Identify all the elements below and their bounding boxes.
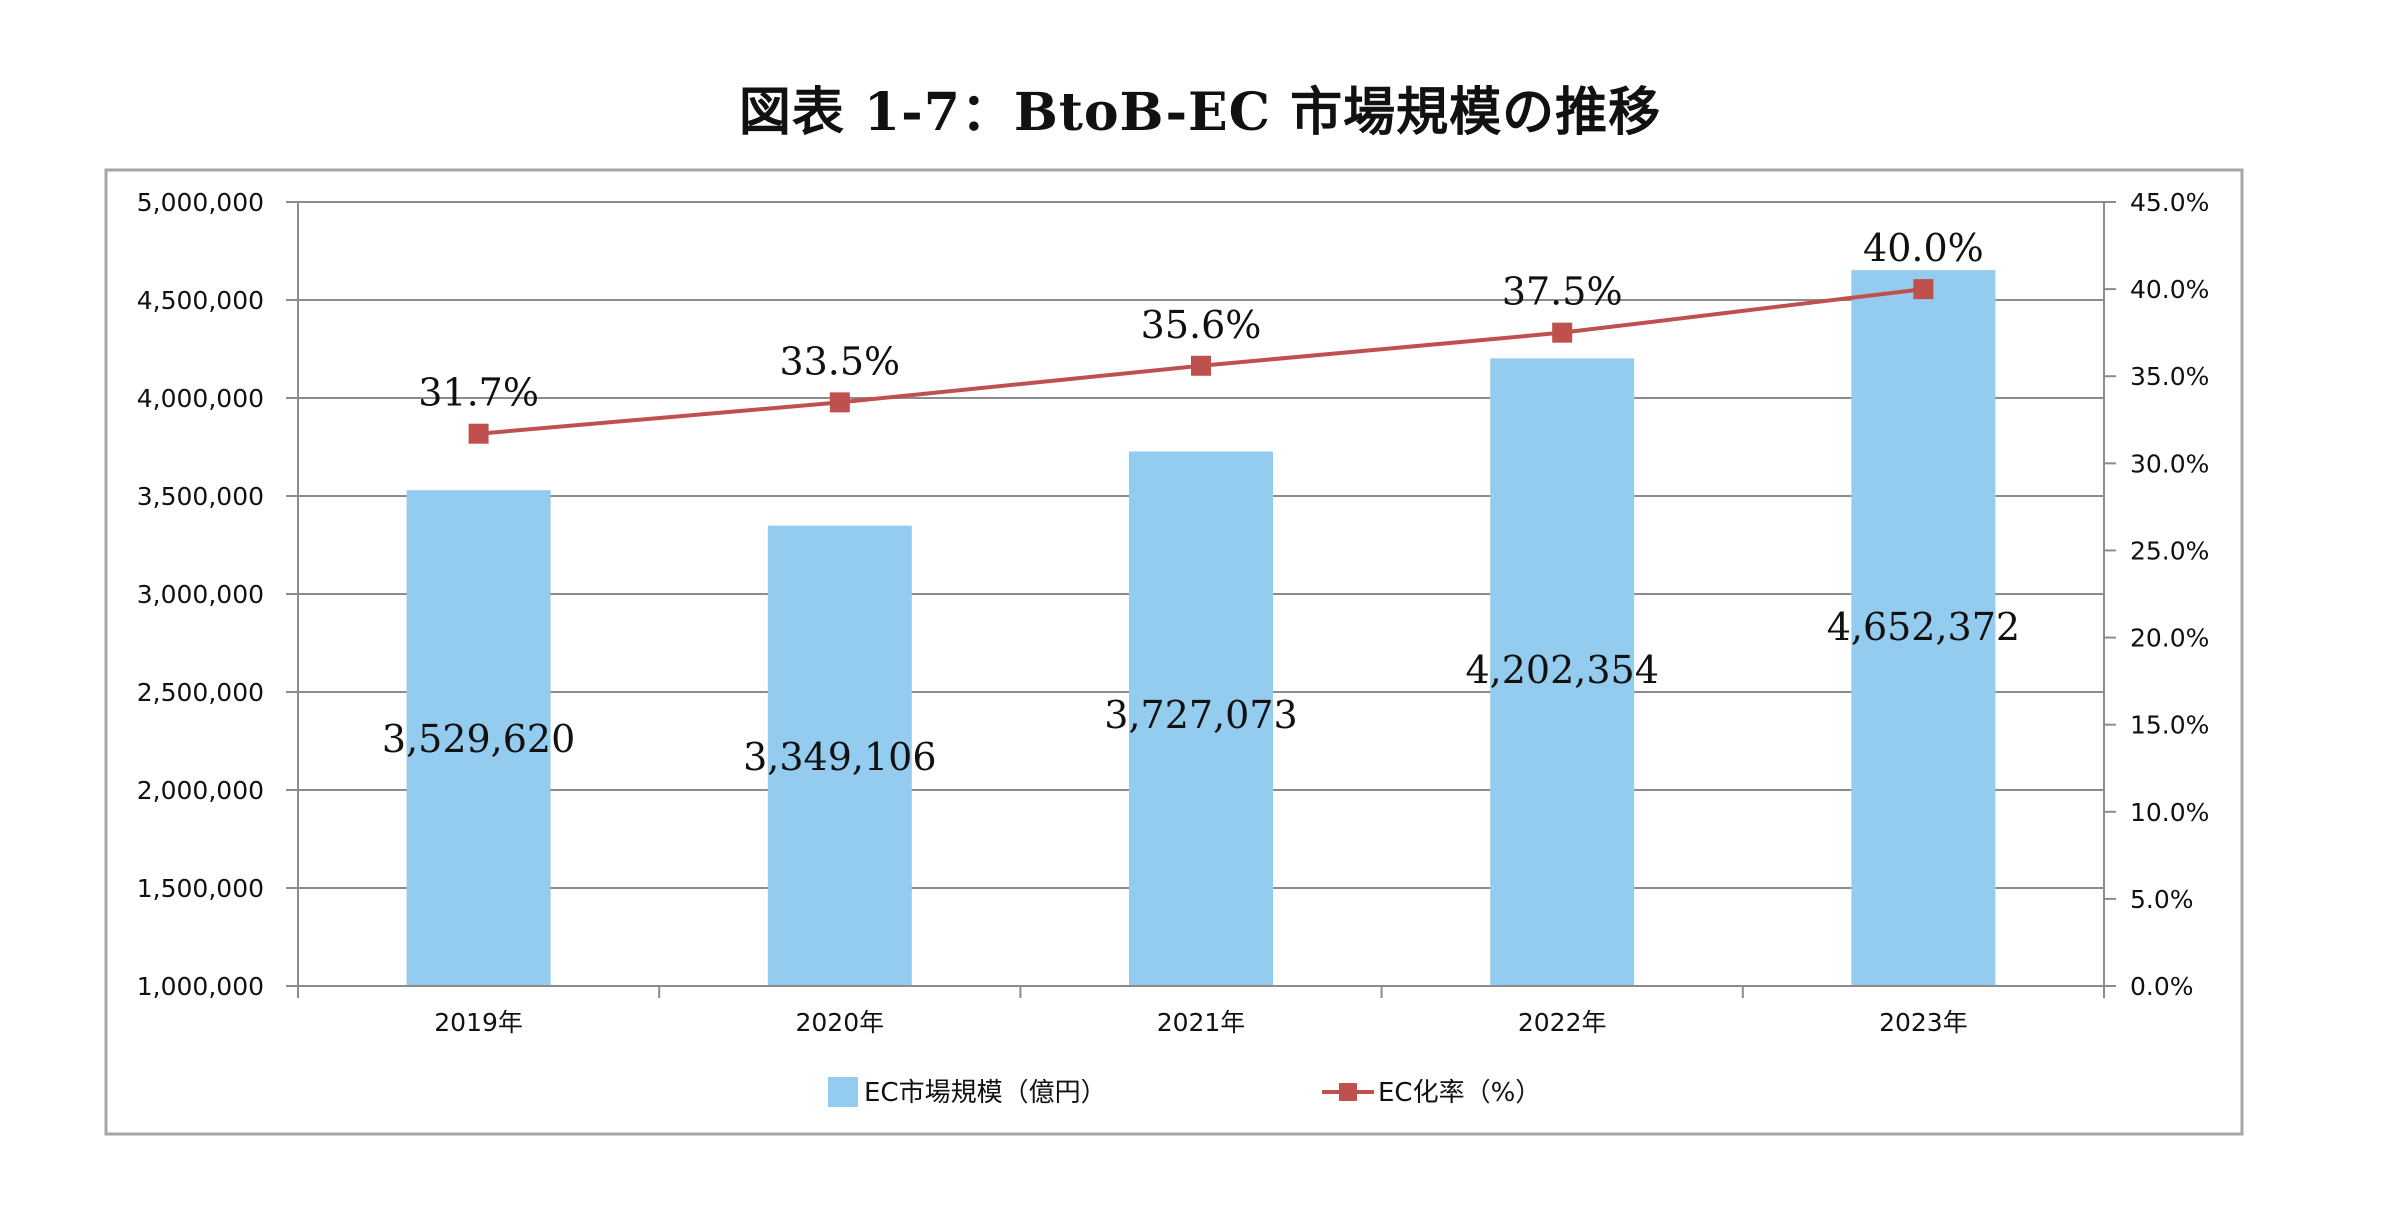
right-axis-tick-label: 15.0% bbox=[2130, 711, 2209, 740]
right-axis-tick-label: 20.0% bbox=[2130, 624, 2209, 653]
x-axis-tick-label: 2023年 bbox=[1879, 1008, 1968, 1037]
line-marker bbox=[1913, 279, 1934, 300]
legend-bar-label: EC市場規模（億円） bbox=[864, 1078, 1107, 1108]
line-data-label: 40.0% bbox=[1863, 226, 1984, 270]
x-axis-tick-label: 2021年 bbox=[1157, 1008, 1246, 1037]
bar-data-label: 3,529,620 bbox=[382, 717, 575, 761]
x-axis-tick-label: 2020年 bbox=[795, 1008, 884, 1037]
bar bbox=[1490, 358, 1635, 986]
line-marker bbox=[1191, 355, 1211, 376]
right-axis-tick-label: 35.0% bbox=[2130, 362, 2209, 391]
x-axis-tick-label: 2019年 bbox=[434, 1008, 523, 1037]
right-axis-tick-labels: 45.0% 40.0% 35.0% 30.0% 25.0% 20.0% 15.0% 10.0%… bbox=[2130, 188, 2209, 1001]
left-axis-tick-label: 1,000,000 bbox=[137, 972, 264, 1001]
left-axis-tick-labels: 5,000,000 4,500,000 4,000,000 3,500,000 3,00… bbox=[137, 188, 264, 1001]
bar bbox=[1851, 270, 1996, 986]
line-data-label: 37.5% bbox=[1502, 270, 1623, 314]
bar-data-label: 4,652,372 bbox=[1827, 605, 2020, 649]
left-axis-tick-label: 3,500,000 bbox=[137, 482, 264, 511]
bar-data-label: 4,202,354 bbox=[1465, 648, 1658, 692]
legend-bar-swatch bbox=[828, 1077, 858, 1107]
x-axis-tick-labels: 2019年 2020年 2021年 2022年 2023年 bbox=[434, 1008, 1967, 1037]
right-axis-tick-label: 25.0% bbox=[2130, 536, 2209, 565]
right-axis-tick-label: 40.0% bbox=[2130, 275, 2209, 304]
right-axis-tick-label: 10.0% bbox=[2130, 798, 2209, 827]
line-marker bbox=[1552, 322, 1573, 343]
left-axis-tick-label: 4,000,000 bbox=[137, 384, 264, 413]
line-data-labels: 31.7% 33.5% 35.6% 37.5% 40.0% bbox=[418, 226, 1984, 415]
left-axis-tick-label: 2,000,000 bbox=[137, 776, 264, 805]
left-axis-tick-label: 5,000,000 bbox=[137, 188, 264, 217]
legend: EC市場規模（億円） EC化率（%） bbox=[828, 1077, 1541, 1108]
left-axis-tick-label: 2,500,000 bbox=[137, 678, 264, 707]
legend-line-label: EC化率（%） bbox=[1378, 1078, 1541, 1108]
bar bbox=[767, 525, 912, 986]
axes bbox=[286, 201, 2116, 998]
bar bbox=[406, 490, 551, 986]
legend-line-marker bbox=[1339, 1083, 1357, 1101]
line-data-label: 35.6% bbox=[1141, 303, 1262, 347]
x-axis-tick-label: 2022年 bbox=[1518, 1008, 1607, 1037]
line-marker bbox=[829, 392, 850, 413]
right-axis-tick-label: 45.0% bbox=[2130, 188, 2209, 217]
line-series bbox=[468, 279, 1934, 444]
left-axis-tick-label: 1,500,000 bbox=[137, 874, 264, 903]
left-axis-tick-label: 3,000,000 bbox=[137, 580, 264, 609]
line-data-label: 33.5% bbox=[779, 339, 900, 383]
line-data-label: 31.7% bbox=[418, 371, 539, 415]
chart-title: 図表 1-7：BtoB-EC 市場規模の推移 bbox=[738, 82, 1662, 143]
bar-data-label: 3,727,073 bbox=[1104, 693, 1297, 737]
left-axis-tick-label: 4,500,000 bbox=[137, 286, 264, 315]
line-marker bbox=[468, 423, 489, 444]
bar-data-label: 3,349,106 bbox=[743, 735, 936, 779]
bar bbox=[1129, 451, 1273, 987]
right-axis-tick-label: 5.0% bbox=[2130, 885, 2194, 914]
bar-series bbox=[406, 270, 1996, 987]
right-axis-tick-label: 30.0% bbox=[2130, 449, 2209, 478]
bar-data-labels: 3,529,620 3,349,106 3,727,073 4,202,354 4,65… bbox=[382, 605, 2020, 779]
right-axis-tick-label: 0.0% bbox=[2130, 972, 2194, 1001]
